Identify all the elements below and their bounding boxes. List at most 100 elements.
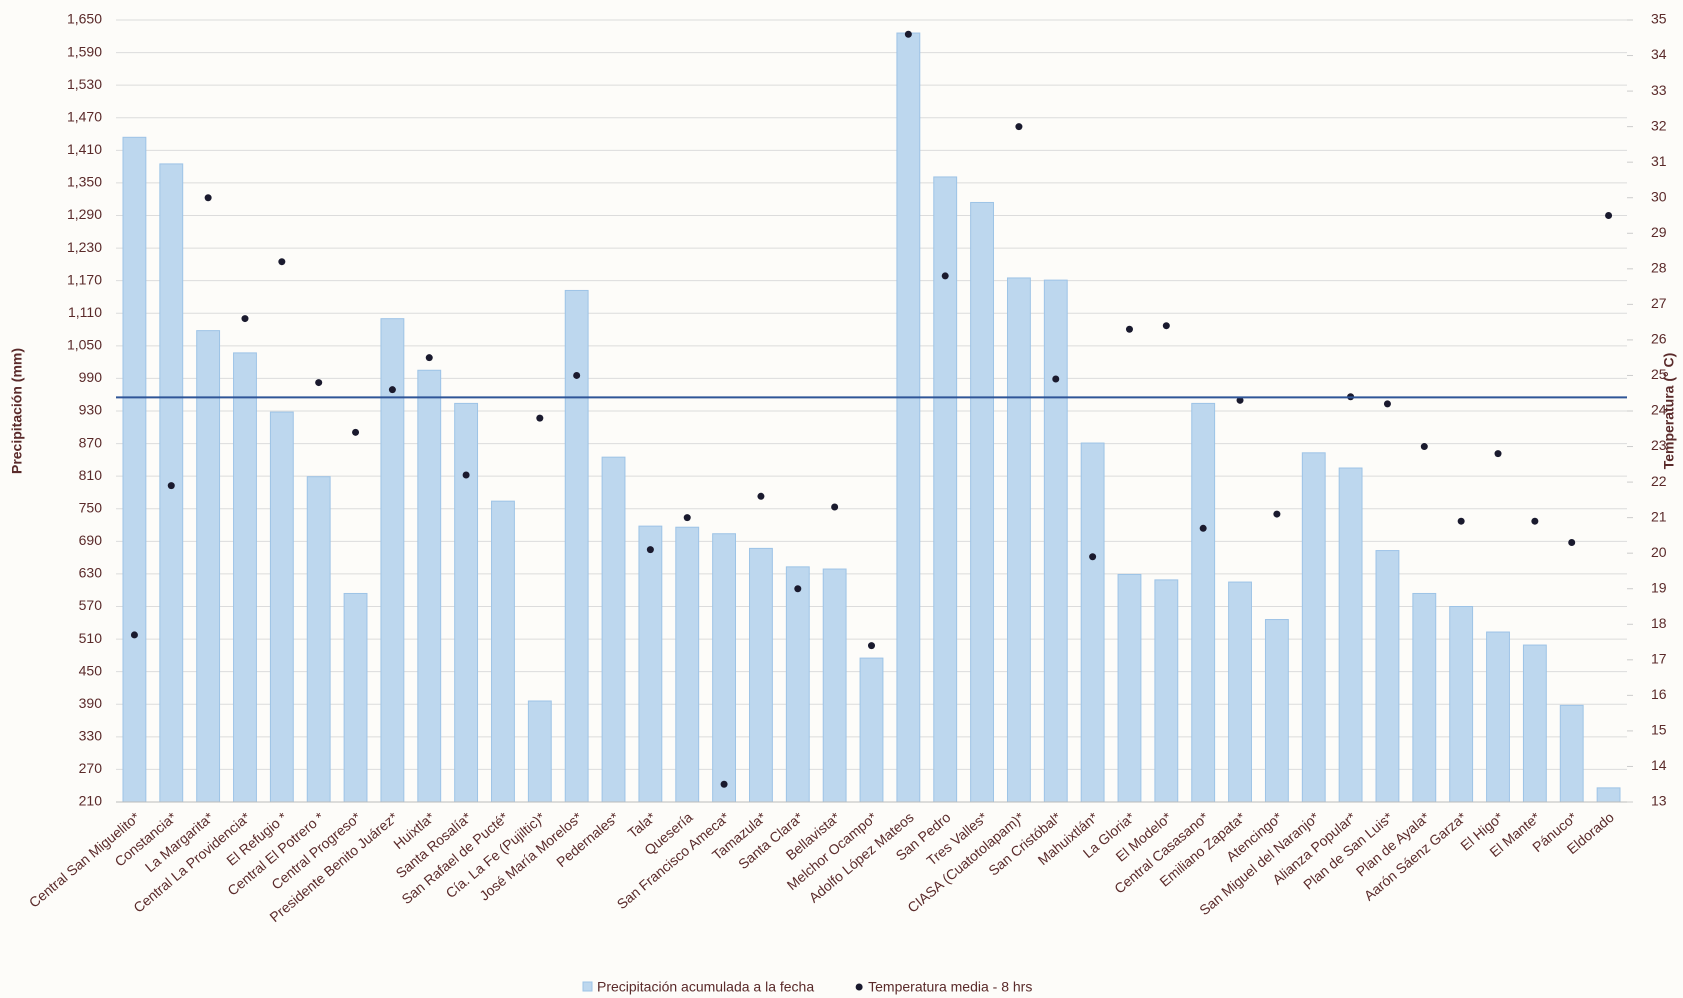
y2-tick-label: 34 (1651, 46, 1667, 62)
bar (1486, 631, 1510, 803)
bar (1117, 573, 1142, 803)
y-tick-label: 810 (79, 467, 103, 483)
bar (1043, 279, 1068, 803)
y-tick-label: 570 (79, 597, 103, 613)
y-tick-label: 1,530 (67, 76, 102, 92)
y-tick-label: 1,350 (67, 174, 102, 190)
y2-tick-label: 22 (1651, 473, 1667, 489)
point (278, 258, 286, 266)
y2-tick-label: 15 (1651, 722, 1667, 738)
y-tick-label: 690 (79, 532, 103, 548)
y2-tick-label: 18 (1651, 615, 1667, 631)
y2-tick-label: 24 (1651, 402, 1667, 418)
bar (454, 402, 479, 803)
bar (1301, 452, 1326, 803)
bar (1596, 787, 1621, 803)
y2-tick-label: 19 (1651, 579, 1667, 595)
bar (1264, 619, 1289, 803)
point (720, 780, 728, 788)
y2-tick-label: 16 (1651, 686, 1667, 702)
bar (601, 456, 626, 803)
y-tick-label: 270 (79, 760, 103, 776)
y-tick-label: 1,230 (67, 239, 102, 255)
bar (822, 568, 847, 803)
bar (785, 566, 810, 803)
y2-tick-label: 20 (1651, 544, 1667, 560)
point (1568, 539, 1576, 547)
point (941, 272, 949, 280)
bar (1338, 467, 1363, 803)
point (352, 428, 360, 436)
y-tick-label: 1,170 (67, 271, 102, 287)
legend-swatch (582, 981, 593, 992)
bar (896, 32, 921, 803)
bar (712, 533, 737, 803)
y2-tick-label: 26 (1651, 331, 1667, 347)
point (1420, 443, 1428, 451)
point (1236, 396, 1244, 404)
y-tick-label: 1,650 (67, 11, 102, 27)
bar (417, 369, 442, 803)
bar (749, 547, 773, 803)
point (1273, 510, 1281, 518)
y2-tick-label: 29 (1651, 224, 1667, 240)
point (536, 414, 544, 422)
bar (1375, 550, 1400, 803)
y-tick-label: 1,110 (68, 304, 102, 320)
bar (1449, 606, 1474, 803)
y2-tick-label: 23 (1651, 437, 1667, 453)
y-tick-label: 1,410 (67, 141, 102, 157)
point (1199, 524, 1207, 532)
bar (269, 411, 294, 803)
point (1457, 517, 1465, 525)
point (683, 514, 691, 522)
y-tick-label: 1,590 (67, 43, 102, 59)
y-tick-label: 210 (79, 793, 103, 809)
y-tick-label: 630 (79, 565, 103, 581)
point (241, 315, 249, 323)
y2-tick-label: 31 (1651, 153, 1667, 169)
y-tick-label: 1,290 (67, 206, 102, 222)
point (831, 503, 839, 511)
bar (343, 592, 368, 803)
y2-tick-label: 33 (1651, 82, 1667, 98)
y-tick-label: 330 (79, 728, 103, 744)
point (868, 642, 875, 650)
point (1494, 450, 1502, 458)
bar (1154, 579, 1179, 803)
y-tick-label: 510 (79, 630, 103, 646)
bar (1228, 581, 1252, 803)
y2-tick-label: 35 (1651, 11, 1667, 27)
y-tick-label: 390 (79, 695, 103, 711)
point (130, 631, 138, 639)
bar (1412, 592, 1437, 803)
y2-tick-label: 21 (1651, 508, 1667, 524)
point (167, 482, 175, 490)
point (794, 585, 802, 593)
bar (970, 201, 994, 803)
y2-tick-label: 17 (1651, 651, 1667, 667)
point (757, 492, 765, 500)
point (1531, 517, 1539, 525)
point (462, 471, 470, 479)
bar (564, 289, 589, 803)
legend-swatch (855, 983, 863, 991)
bar (675, 526, 700, 803)
y-tick-label: 1,470 (67, 108, 102, 124)
bar (859, 657, 884, 803)
point (204, 194, 212, 202)
bar (306, 476, 331, 803)
y2-tick-label: 14 (1651, 757, 1667, 773)
point (388, 386, 396, 394)
point (1052, 375, 1060, 383)
legend-label: Precipitación acumulada a la fecha (597, 979, 814, 995)
bar (933, 176, 958, 803)
y-tick-label: 930 (79, 402, 103, 418)
y2-tick-label: 25 (1651, 366, 1667, 382)
legend-label: Temperatura media - 8 hrs (868, 979, 1032, 995)
point (1015, 123, 1023, 131)
point (573, 371, 581, 379)
bar (1559, 704, 1584, 803)
y-tick-label: 990 (79, 369, 103, 385)
